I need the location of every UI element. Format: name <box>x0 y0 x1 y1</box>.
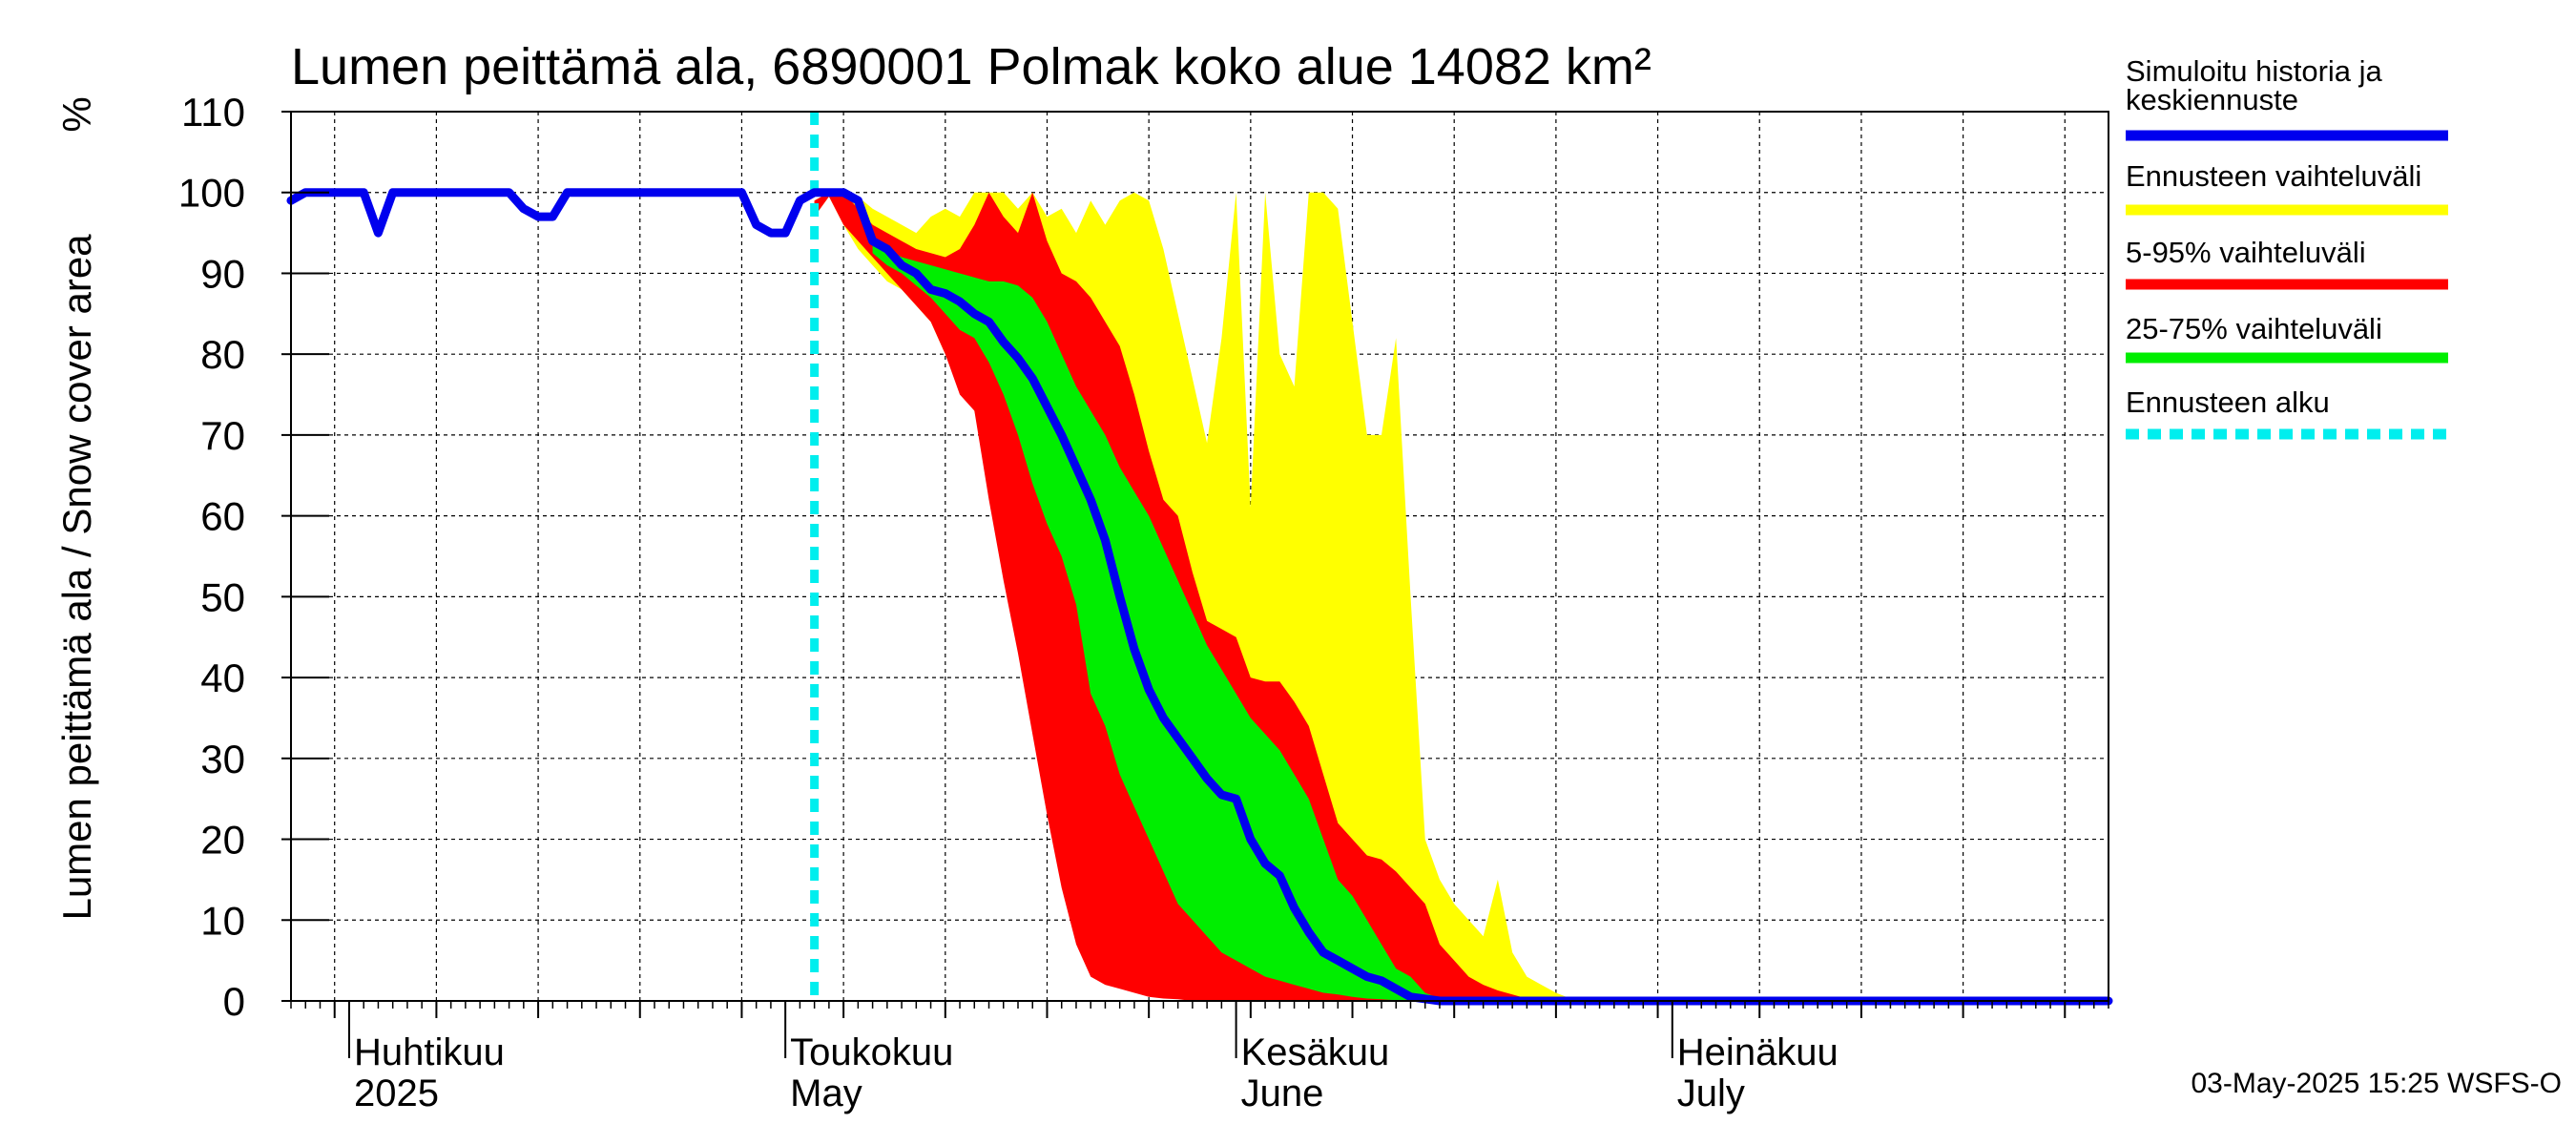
x-month-sublabel-3: June <box>1241 1072 1324 1114</box>
series-line-1 <box>286 188 2113 1006</box>
x-month-label-2: Toukokuu <box>790 1031 953 1073</box>
y-tick-label-20: 20 <box>200 818 245 863</box>
y-tick-label-50: 50 <box>200 574 245 619</box>
x-month-label-3: Kesäkuu <box>1241 1031 1390 1073</box>
y-axis-unit: % <box>54 96 99 132</box>
y-axis: 0 10 20 30 40 50 60 70 80 90 100 110 <box>178 90 329 1024</box>
legend-label-4: 25-75% vaihteluväli <box>2126 312 2382 345</box>
legend: Simuloitu historia ja keskiennuste Ennuste… <box>2126 54 2448 440</box>
y-tick-label-60: 60 <box>200 494 245 539</box>
x-month-sublabel-4: July <box>1677 1072 1745 1114</box>
legend-label-1: Simuloitu historia ja keskiennuste <box>2126 54 2383 116</box>
x-month-sublabel-1: 2025 <box>354 1072 439 1114</box>
legend-label-3: 5-95% vaihteluväli <box>2126 236 2366 269</box>
y-tick-label-100: 100 <box>178 171 245 216</box>
x-month-label-1: Huhtikuu <box>354 1031 505 1073</box>
legend-label-2: Ennusteen vaihteluväli <box>2126 159 2421 193</box>
y-tick-label-80: 80 <box>200 332 245 377</box>
y-tick-label-30: 30 <box>200 737 245 781</box>
plot-area <box>286 111 2113 1006</box>
plot-frame <box>290 111 2109 1002</box>
legend-label-1-line-2: keskiennuste <box>2126 83 2298 116</box>
y-tick-label-40: 40 <box>200 656 245 700</box>
y-tick-label-70: 70 <box>200 413 245 458</box>
series-lines <box>286 112 2113 1006</box>
footer-timestamp: 03-May-2025 15:25 WSFS-O <box>2192 1068 2563 1099</box>
y-tick-label-10: 10 <box>200 898 245 943</box>
y-tick-label-90: 90 <box>200 251 245 296</box>
y-tick-label-0: 0 <box>223 979 245 1024</box>
band-3 <box>872 237 1455 1002</box>
x-month-label-4: Heinäkuu <box>1677 1031 1839 1073</box>
y-tick-label-110: 110 <box>181 90 245 135</box>
chart-title: Lumen peittämä ala, 6890001 Polmak koko … <box>291 38 1652 95</box>
legend-label-5: Ennusteen alku <box>2126 385 2330 419</box>
x-month-sublabel-2: May <box>790 1072 862 1114</box>
forecast-bands <box>814 192 1586 1002</box>
y-axis-label: Lumen peittämä ala / Snow cover area <box>54 234 99 921</box>
legend-label-1-line-1: Simuloitu historia ja <box>2126 54 2383 88</box>
